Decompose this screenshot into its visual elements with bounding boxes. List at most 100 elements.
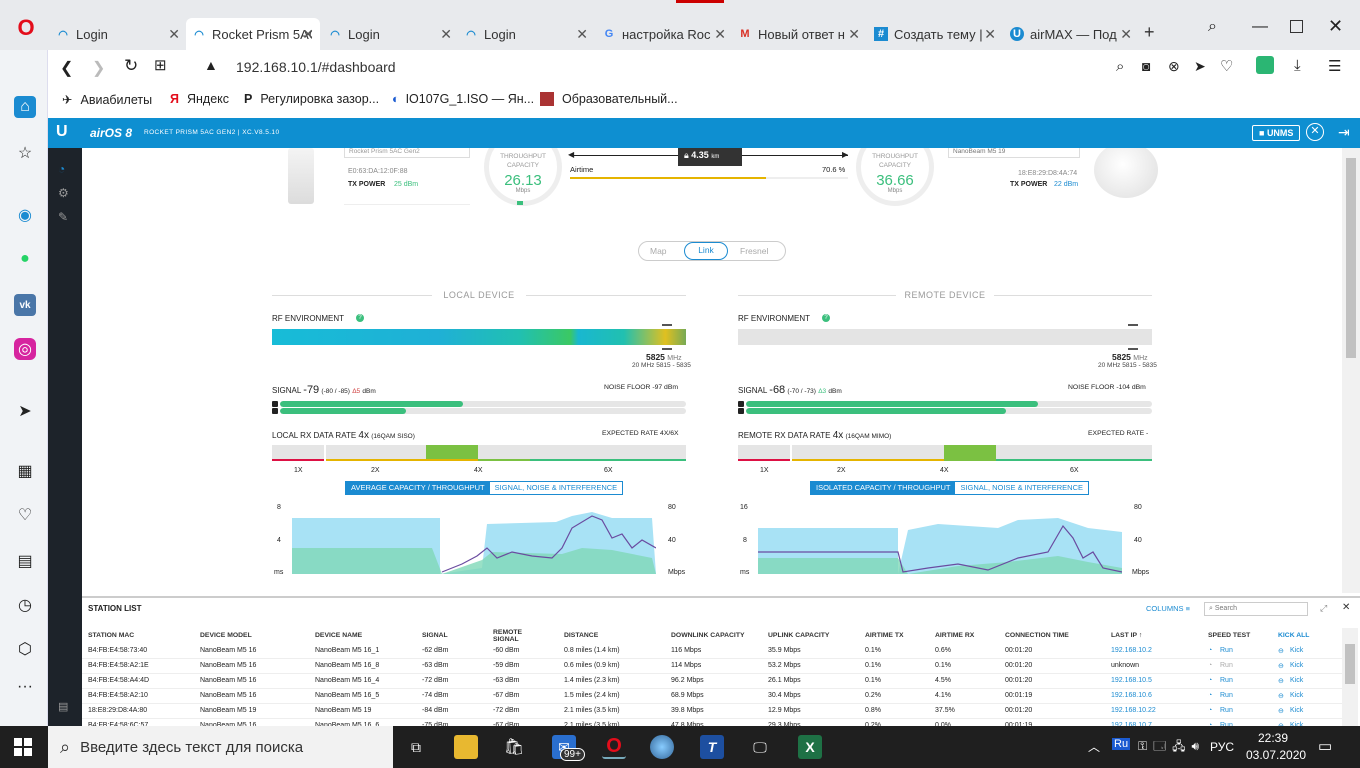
- table-row[interactable]: B4:FB:E4:58:A2:1E NanoBeam M5 16 NanoBeam …: [82, 659, 1342, 674]
- tab-rocket-prism[interactable]: ◠ Rocket Prism 5AC ✕: [186, 18, 320, 50]
- run-speedtest-link[interactable]: Run: [1220, 662, 1233, 669]
- close-tab-icon[interactable]: ✕: [168, 26, 180, 42]
- remote-rf-help-icon[interactable]: ?: [822, 314, 830, 322]
- app-t-icon[interactable]: T: [700, 735, 724, 759]
- list-scrollbar-thumb[interactable]: [1345, 644, 1355, 684]
- share-icon[interactable]: ➤: [1194, 58, 1206, 74]
- opera-taskbar-icon[interactable]: O: [602, 735, 626, 759]
- column-header[interactable]: KICK ALL: [1278, 632, 1310, 639]
- kick-link[interactable]: Kick: [1290, 722, 1303, 729]
- opera-logo-icon[interactable]: O: [17, 15, 35, 40]
- table-row[interactable]: B4:FB:E4:58:A2:10 NanoBeam M5 16 NanoBeam …: [82, 689, 1342, 704]
- remote-chart-tab-capacity[interactable]: ISOLATED CAPACITY / THROUGHPUT: [811, 482, 956, 494]
- vpn-icon[interactable]: [1256, 56, 1274, 74]
- run-speedtest-link[interactable]: Run: [1220, 692, 1233, 699]
- clock-date[interactable]: 03.07.2020: [1246, 748, 1307, 762]
- close-tab-icon[interactable]: ✕: [984, 26, 996, 42]
- tab-login-1[interactable]: ◠ Login ✕: [50, 18, 186, 50]
- home-icon[interactable]: ⌂: [14, 96, 36, 118]
- run-speedtest-link[interactable]: Run: [1220, 647, 1233, 654]
- local-chart-tab-signal[interactable]: SIGNAL, NOISE & INTERFERENCE: [494, 483, 618, 492]
- kick-link[interactable]: Kick: [1290, 692, 1304, 699]
- heart-icon[interactable]: ♡: [17, 507, 33, 524]
- settings-icon[interactable]: ⚙: [58, 186, 69, 200]
- table-row[interactable]: B4:FB:E4:58:A4:4D NanoBeam M5 16 NanoBeam …: [82, 674, 1342, 689]
- column-header[interactable]: DOWNLINK CAPACITY: [671, 632, 745, 639]
- dashboard-icon[interactable]: ◔: [58, 162, 66, 176]
- new-tab-button[interactable]: +: [1144, 22, 1155, 42]
- column-header[interactable]: SIGNAL: [422, 632, 448, 639]
- last-ip-link[interactable]: 192.168.10.6: [1111, 692, 1152, 699]
- tabs-grid-icon[interactable]: ⊞: [154, 57, 167, 74]
- expand-icon[interactable]: ⤢: [1320, 603, 1328, 613]
- column-header[interactable]: AIRTIME RX: [935, 632, 975, 639]
- excel-icon[interactable]: X: [798, 735, 822, 759]
- taskbar-search[interactable]: ⌕ Введите здесь текст для поиска: [48, 726, 393, 768]
- close-tab-icon[interactable]: ✕: [302, 26, 314, 42]
- wand-icon[interactable]: ✎: [58, 210, 69, 224]
- unms-button[interactable]: ■ UNMS: [1252, 125, 1301, 141]
- cube-icon[interactable]: ⬡: [18, 641, 32, 658]
- table-row[interactable]: 18:E8:29:D8:4A:80 NanoBeam M5 19 NanoBeam …: [82, 704, 1342, 719]
- run-speedtest-link[interactable]: Run: [1220, 677, 1233, 684]
- column-header[interactable]: CONNECTION TIME: [1005, 632, 1069, 639]
- tab-search-icon[interactable]: ⌕: [1208, 18, 1217, 35]
- notification-icon[interactable]: ▭: [1318, 738, 1333, 755]
- tab-create-topic[interactable]: # Создать тему | ✕: [868, 18, 1002, 50]
- messenger-icon[interactable]: ◉: [18, 207, 32, 224]
- url-field[interactable]: 192.168.10.1/#dashboard: [236, 59, 396, 75]
- bookmark-iso[interactable]: ◐ IO107G_1.ISO — Ян...: [392, 92, 535, 106]
- news-icon[interactable]: ▤: [17, 553, 33, 570]
- vk-icon[interactable]: vk: [14, 294, 36, 316]
- send-icon[interactable]: ➤: [18, 403, 32, 420]
- column-header[interactable]: AIRTIME TX: [865, 632, 904, 639]
- page-scrollbar[interactable]: [1342, 148, 1360, 593]
- store-icon[interactable]: 🛍︎: [503, 739, 525, 756]
- tab-fresnel[interactable]: Fresnel: [740, 246, 769, 256]
- tab-link[interactable]: Link: [684, 242, 728, 260]
- column-header[interactable]: SPEED TEST: [1208, 632, 1251, 639]
- kick-link[interactable]: Kick: [1290, 677, 1304, 684]
- whatsapp-icon[interactable]: ●: [20, 250, 30, 267]
- close-window-button[interactable]: ✕: [1328, 16, 1344, 36]
- close-tab-icon[interactable]: ✕: [440, 26, 452, 42]
- input-indicator[interactable]: Ru: [1112, 738, 1131, 750]
- list-scrollbar[interactable]: [1342, 628, 1358, 728]
- column-header[interactable]: DEVICE NAME: [315, 632, 363, 639]
- tab-map[interactable]: Map: [650, 246, 667, 256]
- last-ip-link[interactable]: 192.168.10.2: [1111, 647, 1152, 654]
- local-chart-tab-capacity[interactable]: AVERAGE CAPACITY / THROUGHPUT: [346, 482, 490, 494]
- tab-gmail[interactable]: M Новый ответ н ✕: [732, 18, 866, 50]
- column-header[interactable]: STATION MAC: [88, 632, 135, 639]
- close-list-icon[interactable]: ✕: [1342, 602, 1351, 613]
- star-icon[interactable]: ☆: [17, 145, 33, 162]
- local-rf-help-icon[interactable]: ?: [356, 314, 364, 322]
- close-tab-icon[interactable]: ✕: [848, 26, 860, 42]
- monitor-icon[interactable]: 🖵︎: [753, 738, 767, 755]
- maximize-button[interactable]: [1290, 20, 1303, 33]
- station-search-field[interactable]: ⌕ Search: [1204, 602, 1308, 616]
- bookmark-education[interactable]: Образовательный...: [540, 92, 678, 106]
- kick-link[interactable]: Kick: [1290, 707, 1304, 714]
- tray-chevron-icon[interactable]: ︿: [1088, 740, 1101, 754]
- run-speedtest-link[interactable]: Run: [1220, 707, 1233, 714]
- block-icon[interactable]: ⊗: [1168, 58, 1180, 74]
- language-indicator[interactable]: РУС: [1210, 740, 1235, 754]
- column-header[interactable]: LAST IP ↑: [1111, 632, 1143, 639]
- bookmark-yandex[interactable]: Я Яндекс: [170, 92, 230, 106]
- tab-login-3[interactable]: ◠ Login ✕: [458, 18, 594, 50]
- download-icon[interactable]: ⤓: [1294, 57, 1301, 74]
- last-ip-link[interactable]: 192.168.10.7: [1111, 722, 1152, 729]
- column-header[interactable]: UPLINK CAPACITY: [768, 632, 830, 639]
- warning-icon[interactable]: ▲: [204, 57, 218, 73]
- tools-icon[interactable]: ✕: [1306, 123, 1324, 141]
- heart-bookmark-icon[interactable]: ♡: [1220, 58, 1234, 75]
- run-speedtest-link[interactable]: Run: [1220, 722, 1233, 729]
- scrollbar-thumb[interactable]: [1346, 158, 1356, 358]
- more-icon[interactable]: ···: [17, 678, 33, 695]
- history-icon[interactable]: ◷: [18, 597, 32, 614]
- logout-icon[interactable]: ⇥: [1338, 124, 1350, 140]
- table-row[interactable]: B4:FB:E4:58:73:40 NanoBeam M5 16 NanoBeam …: [82, 644, 1342, 659]
- forward-icon[interactable]: ❯: [92, 60, 106, 77]
